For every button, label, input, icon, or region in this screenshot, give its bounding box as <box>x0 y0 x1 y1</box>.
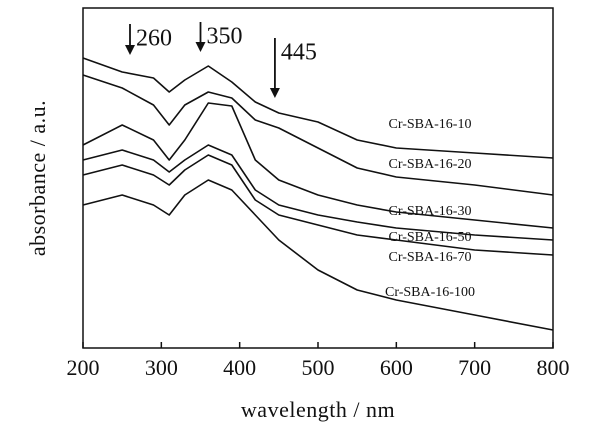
series-label: Cr-SBA-16-70 <box>389 250 472 265</box>
plot-frame <box>82 7 554 349</box>
spectrum-line <box>82 179 554 331</box>
series-label: Cr-SBA-16-20 <box>389 157 472 172</box>
spectrum-line <box>82 144 554 241</box>
series-label: Cr-SBA-16-50 <box>389 230 472 245</box>
annotation-arrowhead <box>125 45 135 55</box>
spectrum-line <box>82 74 554 196</box>
series-label: Cr-SBA-16-30 <box>389 204 472 219</box>
x-tick-label: 800 <box>537 355 570 380</box>
series-label: Cr-SBA-16-10 <box>389 117 472 132</box>
x-tick-label: 200 <box>67 355 100 380</box>
x-tick-label: 700 <box>458 355 491 380</box>
x-tick-label: 500 <box>302 355 335 380</box>
annotation-arrowhead <box>269 88 280 98</box>
annotation-label: 260 <box>136 26 172 52</box>
annotation-arrowhead <box>195 42 206 52</box>
annotation-label: 350 <box>207 24 243 50</box>
spectrum-line <box>82 57 554 159</box>
x-tick-label: 600 <box>380 355 413 380</box>
spectrum-line <box>82 154 554 256</box>
y-axis-title: absorbance / a.u. <box>25 100 50 256</box>
x-axis-title: wavelength / nm <box>241 397 395 422</box>
x-tick-label: 300 <box>145 355 178 380</box>
spectrum-line <box>82 102 554 229</box>
annotation-label: 445 <box>281 40 317 66</box>
x-tick-label: 400 <box>223 355 256 380</box>
series-label: Cr-SBA-16-100 <box>385 285 475 300</box>
